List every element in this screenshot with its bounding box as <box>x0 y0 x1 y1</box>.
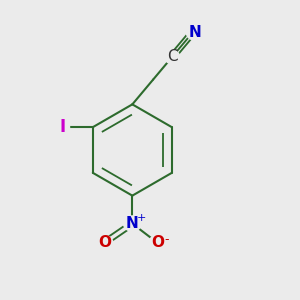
Text: C: C <box>167 50 177 64</box>
Text: +: + <box>136 213 146 223</box>
Text: -: - <box>165 233 169 246</box>
Text: N: N <box>126 216 139 231</box>
Text: O: O <box>151 235 164 250</box>
Text: N: N <box>188 26 201 40</box>
Ellipse shape <box>164 50 180 64</box>
Ellipse shape <box>124 216 141 231</box>
Ellipse shape <box>56 121 70 134</box>
Ellipse shape <box>149 236 166 250</box>
Text: I: I <box>59 118 65 136</box>
Ellipse shape <box>186 26 203 40</box>
Text: O: O <box>98 235 111 250</box>
Ellipse shape <box>96 236 113 250</box>
